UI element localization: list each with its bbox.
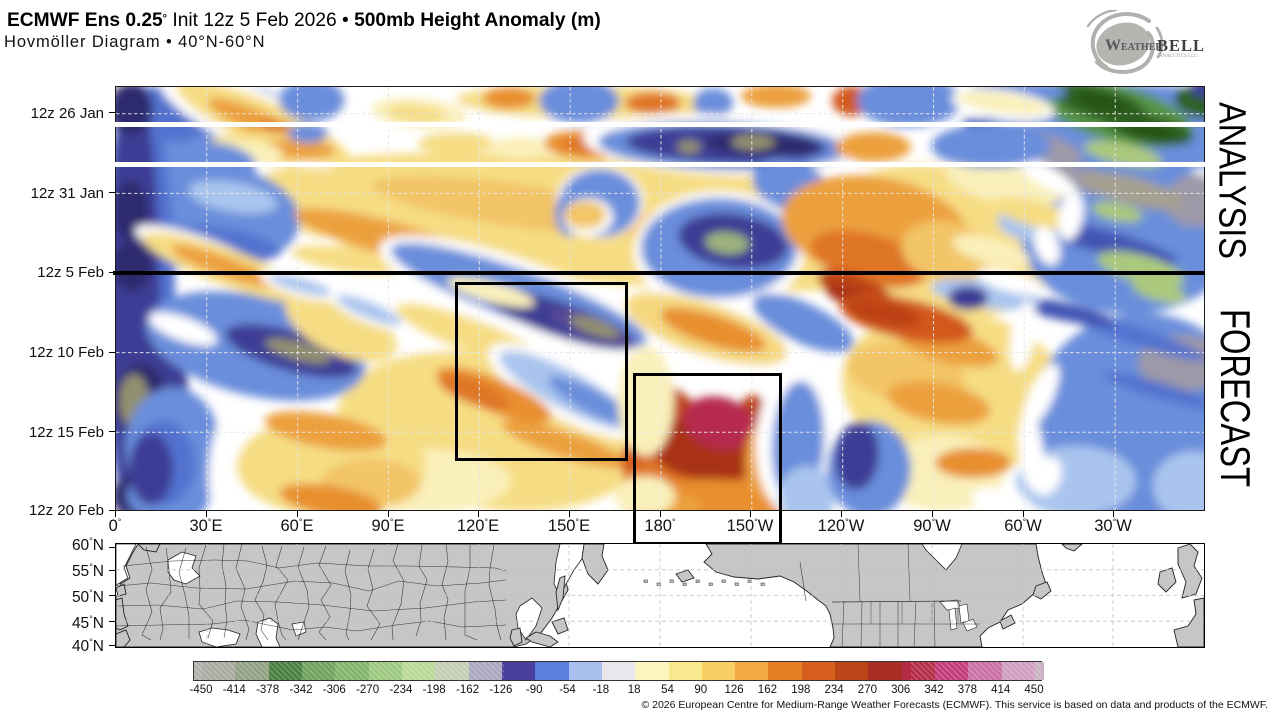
svg-text:BELL: BELL (1157, 36, 1205, 55)
svg-text:WEATHER: WEATHER (1105, 37, 1163, 54)
svg-text:ANALYTICS LLC: ANALYTICS LLC (1159, 54, 1198, 59)
svg-text:FORECAST: FORECAST (1212, 309, 1259, 487)
svg-text:ANALYSIS: ANALYSIS (1211, 102, 1253, 259)
